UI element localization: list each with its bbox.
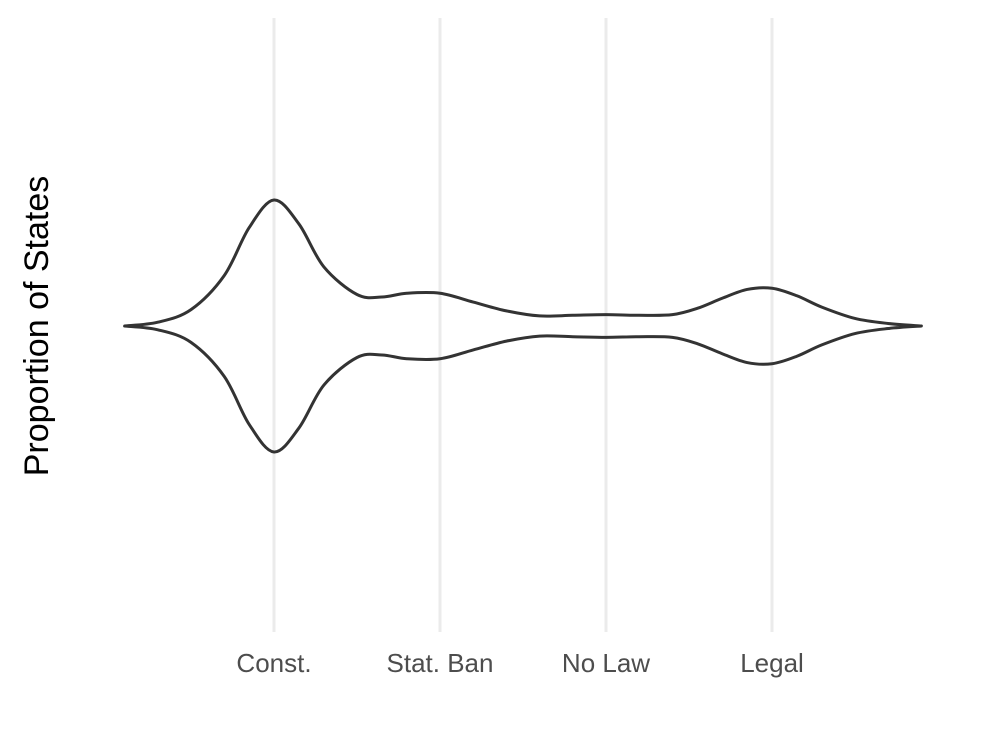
- violin-outline: [123, 198, 923, 454]
- x-tick-label: Legal: [740, 648, 804, 678]
- x-axis-ticks: Const. Stat. Ban No Law Legal: [236, 648, 803, 678]
- x-tick-label: Stat. Ban: [387, 648, 494, 678]
- x-tick-label: Const.: [236, 648, 311, 678]
- gridlines: [272, 18, 774, 632]
- y-axis-label: Proportion of States: [18, 176, 56, 477]
- x-tick-label: No Law: [562, 648, 650, 678]
